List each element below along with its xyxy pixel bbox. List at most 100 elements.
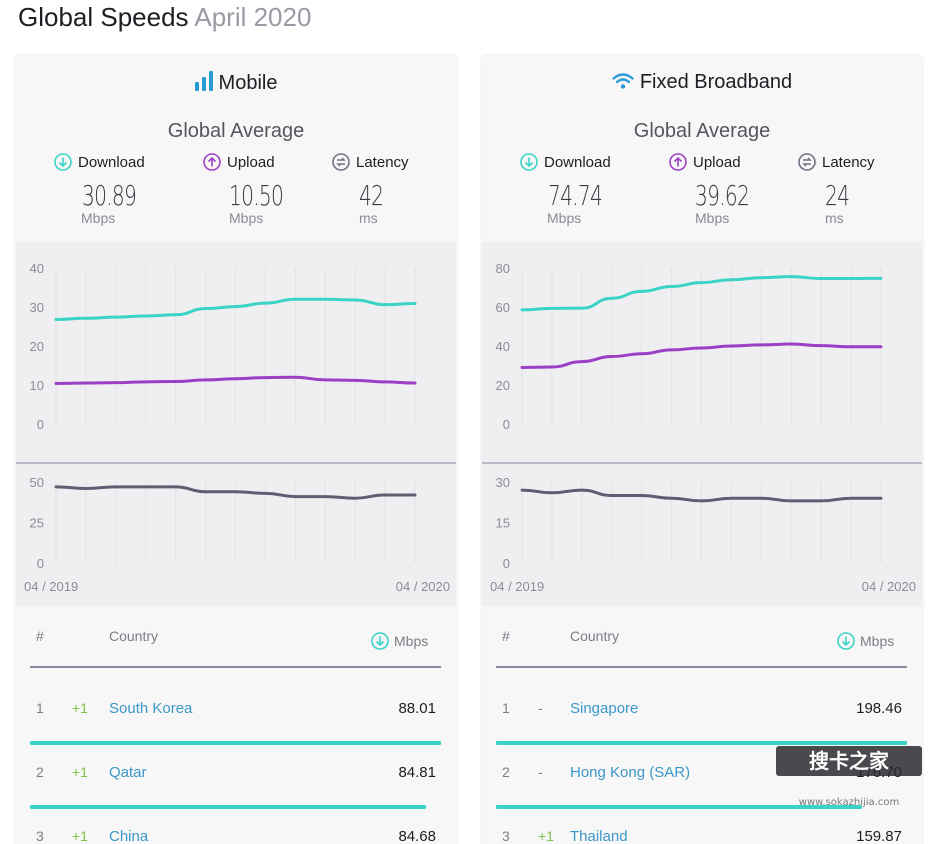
row-rank-change: +1 (72, 700, 88, 716)
latency-series-line (54, 485, 417, 500)
row-rank-change: +1 (72, 828, 88, 844)
speed-tick-label: 30 (30, 300, 44, 315)
row-country-link[interactable]: South Korea (109, 700, 193, 717)
row-rank-change: +1 (72, 764, 88, 780)
fixed-upload-label: Upload (669, 153, 799, 171)
latency-tick-label: 30 (496, 475, 510, 490)
fixed-card-title-text: Fixed Broadband (639, 71, 793, 93)
fixed-card-title[interactable]: Fixed Broadband (482, 71, 922, 94)
row-speed-bar (30, 741, 441, 745)
wifi-icon (612, 73, 634, 89)
fixed-latency-metric: Latency 24 ms (798, 153, 922, 226)
mobile-speed-header[interactable]: Mbps (371, 632, 428, 650)
table-row[interactable]: 1 - Singapore 198.46 (482, 683, 922, 747)
download-series-line (520, 275, 883, 312)
latency-tick-label: 0 (503, 556, 510, 571)
row-rank-change: - (538, 764, 543, 780)
row-speed-value: 88.01 (398, 700, 436, 717)
mobile-latency-label-text: Latency (356, 153, 409, 171)
row-country-link[interactable]: Qatar (109, 764, 147, 781)
fixed-download-unit: Mbps (547, 210, 582, 226)
row-rank: 1 (502, 700, 510, 716)
fixed-latency-label: Latency (798, 153, 922, 171)
upload-arrow-icon (203, 153, 221, 171)
fixed-rank-header: # (502, 628, 510, 644)
watermark-logo: 搜卡之家 www.sokazhijia.com (776, 746, 922, 808)
fixed-ranking-table: # Country Mbps 1 - Singapore 198.46 2 - Hong K… (482, 606, 922, 844)
watermark-url: www.sokazhijia.com (799, 797, 899, 808)
mobile-card-title[interactable]: Mobile (16, 71, 456, 95)
fixed-latency-unit: ms (825, 210, 844, 226)
row-country-link[interactable]: Hong Kong (SAR) (570, 764, 691, 781)
latency-icon (798, 153, 816, 171)
table-header-divider (30, 666, 441, 668)
latency-icon (332, 153, 350, 171)
fixed-upload-value: 39.62 (695, 179, 750, 212)
mobile-download-metric: Download 30.89 Mbps (54, 153, 184, 226)
mobile-ranking-table: # Country Mbps 1 +1 South Korea 88.01 2 +1 Qat… (16, 606, 456, 844)
speed-tick-label: 60 (496, 300, 510, 315)
mobile-latency-unit: ms (359, 210, 378, 226)
row-rank-change: - (538, 700, 543, 716)
upload-arrow-icon (669, 153, 687, 171)
download-arrow-icon (54, 153, 72, 171)
speed-tick-label: 40 (496, 339, 510, 354)
download-series-line (54, 297, 417, 321)
mobile-upload-unit: Mbps (229, 210, 264, 226)
row-rank: 1 (36, 700, 44, 716)
mobile-speed-chart: 0 10 20 30 40 0 25 50 04 / 2019 04 / 2020 (16, 261, 456, 594)
mobile-latency-metric: Latency 42 ms (332, 153, 456, 226)
x-start-label: 04 / 2019 (24, 579, 78, 594)
row-rank-change: +1 (538, 828, 554, 844)
latency-tick-label: 0 (37, 556, 44, 571)
fixed-speed-header[interactable]: Mbps (837, 632, 894, 650)
mobile-upload-value: 10.50 (229, 179, 284, 212)
page-subtitle: April 2020 (194, 2, 312, 32)
fixed-chart-area[interactable]: 0 20 40 60 80 0 15 30 04 / 2019 04 / 2020 (482, 242, 922, 606)
watermark-text: 搜卡之家 (809, 749, 890, 773)
signal-bars-icon (194, 71, 213, 91)
mobile-chart-area[interactable]: 0 10 20 30 40 0 25 50 04 / 2019 04 / 2020 (16, 242, 456, 606)
page-title-text: Global Speeds (18, 2, 189, 32)
download-arrow-icon (837, 632, 855, 650)
mobile-latency-label: Latency (332, 153, 456, 171)
mobile-card-title-text: Mobile (218, 72, 278, 94)
row-rank: 3 (502, 828, 510, 844)
speed-tick-label: 80 (496, 261, 510, 276)
table-row[interactable]: 3 +1 China 84.68 (16, 811, 456, 844)
row-country-link[interactable]: China (109, 828, 149, 844)
mobile-country-header[interactable]: Country (109, 628, 159, 644)
fixed-upload-unit: Mbps (695, 210, 730, 226)
table-row[interactable]: 2 +1 Qatar 84.81 (16, 747, 456, 811)
fixed-upload-label-text: Upload (693, 153, 741, 171)
fixed-latency-label-text: Latency (822, 153, 875, 171)
speed-tick-label: 40 (30, 261, 44, 276)
table-row[interactable]: 1 +1 South Korea 88.01 (16, 683, 456, 747)
row-country-link[interactable]: Singapore (570, 700, 639, 717)
upload-series-line (520, 342, 883, 369)
mobile-download-label: Download (54, 153, 184, 171)
latency-tick-label: 15 (496, 516, 510, 531)
latency-series-line (520, 488, 883, 503)
mobile-global-average-label: Global Average (167, 120, 305, 142)
speed-tick-label: 0 (37, 417, 44, 432)
fixed-download-label: Download (520, 153, 650, 171)
mobile-latency-value: 42 (359, 179, 384, 212)
x-end-label: 04 / 2020 (862, 579, 916, 594)
fixed-speed-chart: 0 20 40 60 80 0 15 30 04 / 2019 04 / 2020 (482, 261, 922, 594)
mobile-download-label-text: Download (78, 153, 145, 171)
latency-tick-label: 50 (30, 475, 44, 490)
row-speed-bar (496, 805, 862, 809)
table-row[interactable]: 3 +1 Thailand 159.87 (482, 811, 922, 844)
page-title: Global Speeds April 2020 (18, 2, 311, 33)
fixed-country-header[interactable]: Country (570, 628, 620, 644)
fixed-speed-header-text: Mbps (860, 633, 895, 649)
latency-tick-label: 25 (30, 516, 44, 531)
fixed-latency-value: 24 (825, 179, 850, 212)
mobile-upload-label-text: Upload (227, 153, 275, 171)
row-country-link[interactable]: Thailand (570, 828, 628, 844)
x-start-label: 04 / 2019 (490, 579, 544, 594)
mobile-rank-header: # (36, 628, 44, 644)
speed-tick-label: 20 (496, 378, 510, 393)
fixed-broadband-card: Fixed Broadband Global Average Download … (482, 56, 922, 844)
